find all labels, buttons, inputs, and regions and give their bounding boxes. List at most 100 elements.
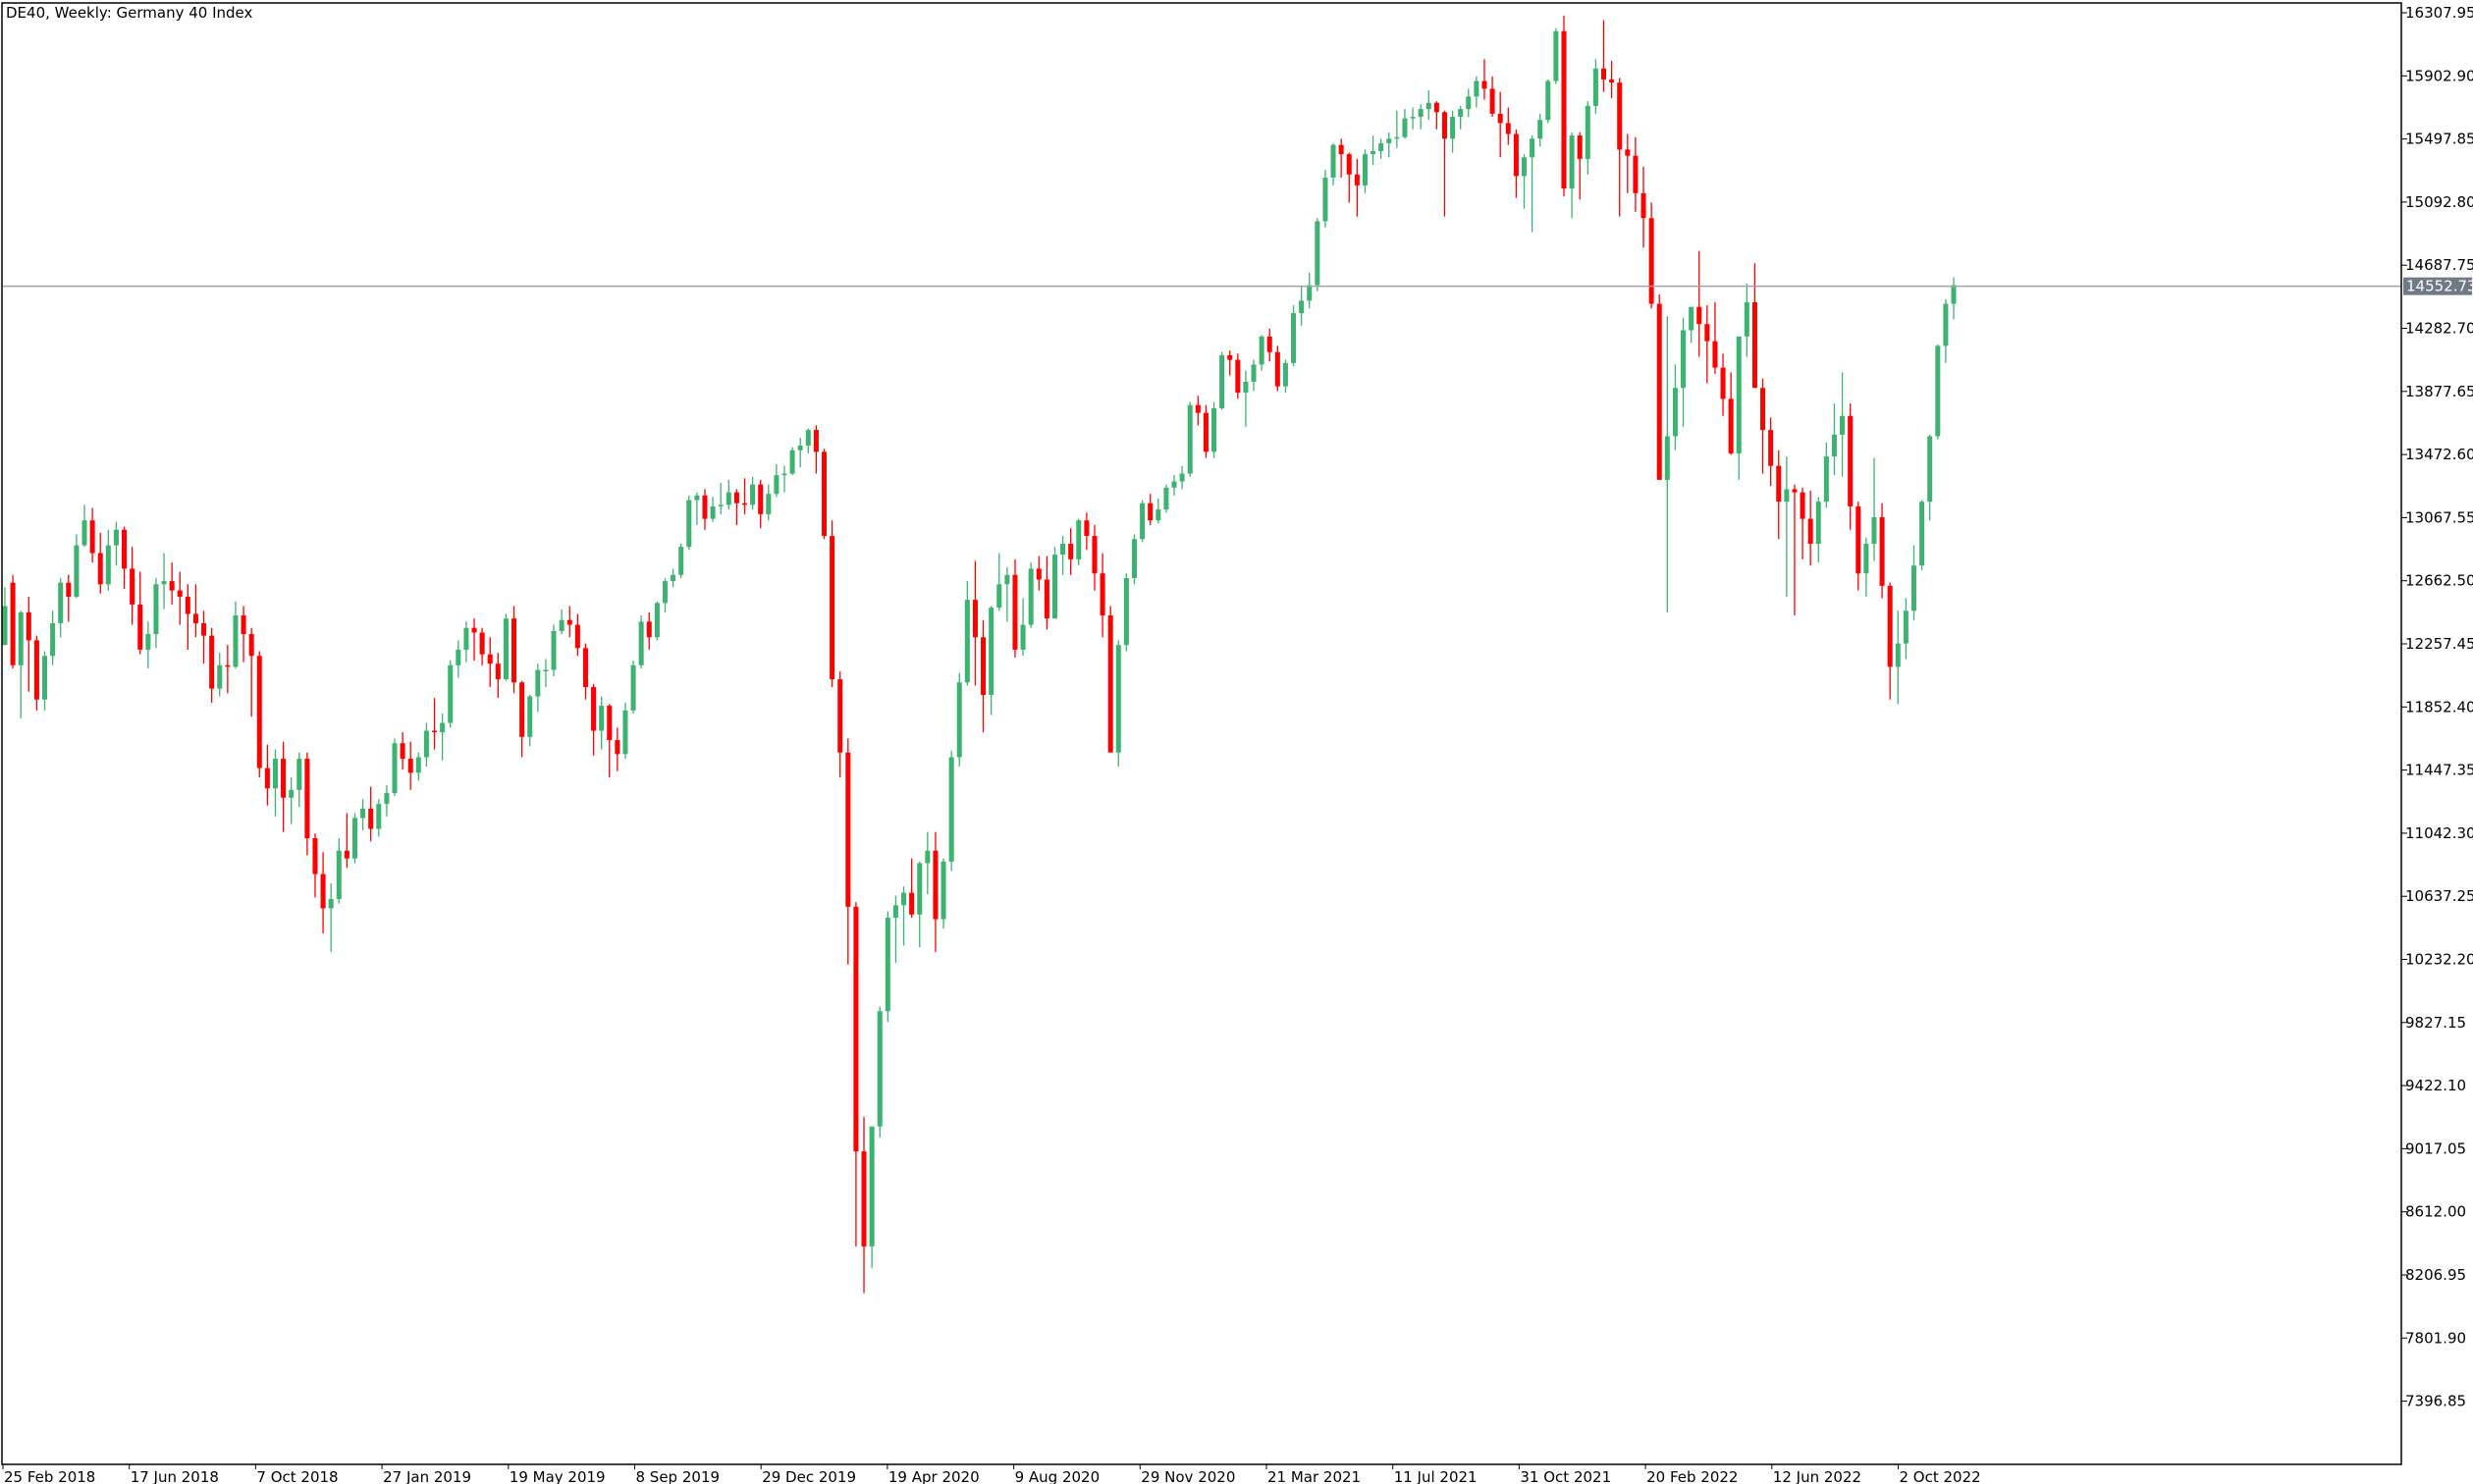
- candle-bullish: [750, 476, 756, 510]
- candle-body: [1004, 574, 1010, 585]
- candle-bearish: [209, 627, 215, 703]
- candle-bearish: [861, 1117, 867, 1294]
- candle-bullish: [638, 615, 644, 668]
- candles-layer: [2, 15, 1957, 1294]
- candle-bullish: [1322, 170, 1328, 228]
- candle-bullish: [272, 749, 278, 817]
- candle-body: [892, 905, 898, 918]
- candle-body: [1425, 102, 1431, 110]
- candle-bullish: [996, 553, 1002, 611]
- candle-bullish: [805, 428, 811, 453]
- candle-bearish: [177, 571, 183, 625]
- candle-bullish: [1450, 110, 1456, 153]
- candle-body: [328, 898, 334, 909]
- candle-bullish: [423, 722, 429, 768]
- candle-body: [1259, 336, 1264, 365]
- candle-body: [97, 553, 103, 585]
- candle-bearish: [201, 610, 207, 664]
- candle-bearish: [1235, 353, 1241, 399]
- candle-body: [153, 584, 159, 635]
- candle-body: [630, 664, 636, 711]
- y-tick-label: 13877.65: [2405, 383, 2473, 400]
- candle-body: [1235, 359, 1241, 394]
- candle-body: [1871, 517, 1877, 544]
- candle-body: [256, 656, 262, 768]
- candle-body: [885, 917, 890, 1012]
- candle-body: [1751, 301, 1757, 389]
- x-tick-label: 8 Sep 2019: [636, 1468, 721, 1484]
- candle-bullish: [289, 777, 295, 824]
- candle-bullish: [1681, 317, 1687, 427]
- candle-body: [241, 615, 246, 635]
- candle-bearish: [281, 741, 287, 832]
- candle-body: [1585, 105, 1590, 159]
- candle-body: [797, 445, 803, 450]
- candle-body: [1131, 539, 1138, 578]
- candle-bearish: [1609, 60, 1615, 98]
- candle-bearish: [1751, 263, 1757, 389]
- candle-body: [487, 654, 493, 664]
- candle-bearish: [66, 574, 72, 622]
- candle-body: [145, 634, 151, 650]
- candle-bullish: [1585, 101, 1590, 175]
- candle-bullish: [1123, 573, 1129, 652]
- candle-body: [392, 743, 398, 793]
- candle-bearish: [431, 698, 438, 750]
- y-tick-label: 8206.95: [2405, 1266, 2466, 1284]
- candle-body: [400, 743, 405, 760]
- candle-bullish: [710, 497, 716, 522]
- candle-body: [1545, 80, 1551, 121]
- candle-bearish: [1084, 512, 1090, 551]
- candle-bullish: [1060, 536, 1066, 575]
- candle-bullish: [74, 534, 80, 599]
- candle-body: [909, 892, 915, 915]
- candle-body: [360, 808, 366, 819]
- candle-body: [1140, 503, 1146, 540]
- candle-body: [1656, 303, 1662, 480]
- candle-body: [1378, 143, 1384, 151]
- candle-body: [1863, 543, 1869, 574]
- candle-bullish: [869, 1126, 875, 1269]
- candle-bullish: [1903, 598, 1909, 660]
- candle-body: [1123, 577, 1129, 646]
- candle-bearish: [1792, 484, 1798, 616]
- candle-body: [654, 603, 660, 638]
- candle-body: [996, 584, 1002, 609]
- candle-body: [718, 504, 724, 506]
- candle-body: [1935, 345, 1941, 437]
- candle-body: [1187, 404, 1193, 474]
- candle-bearish: [487, 637, 493, 688]
- candle-bearish: [97, 532, 103, 594]
- candle-bullish: [1219, 351, 1225, 410]
- candle-body: [89, 520, 95, 554]
- candle-bearish: [192, 584, 198, 638]
- candle-bullish: [1815, 497, 1821, 563]
- candle-body: [877, 1011, 883, 1127]
- x-tick-label: 27 Jan 2019: [383, 1468, 471, 1484]
- candle-bearish: [1433, 101, 1439, 130]
- candle-bullish: [1028, 562, 1034, 628]
- candle-body: [1489, 88, 1495, 114]
- candle-body: [989, 608, 995, 695]
- candle-body: [702, 495, 708, 519]
- candle-bearish: [1489, 76, 1495, 118]
- candle-bullish: [1863, 537, 1869, 597]
- candle-body: [1266, 336, 1272, 352]
- current-price-tag: 14552.73: [2403, 277, 2473, 295]
- candle-bearish: [1704, 305, 1710, 384]
- candle-bearish: [646, 611, 652, 650]
- candle-body: [1768, 430, 1774, 466]
- candle-body: [813, 430, 819, 452]
- candle-body: [1060, 543, 1066, 556]
- candle-bullish: [1259, 335, 1264, 371]
- candle-body: [336, 850, 342, 899]
- x-tick-label: 19 May 2019: [510, 1468, 606, 1484]
- y-tick-label: 9017.05: [2405, 1140, 2466, 1157]
- candle-bearish: [130, 547, 135, 625]
- candle-bullish: [1371, 135, 1376, 166]
- candle-body: [1497, 113, 1503, 124]
- candle-bullish: [622, 702, 628, 760]
- candle-body: [1068, 543, 1074, 559]
- candle-body: [384, 792, 390, 805]
